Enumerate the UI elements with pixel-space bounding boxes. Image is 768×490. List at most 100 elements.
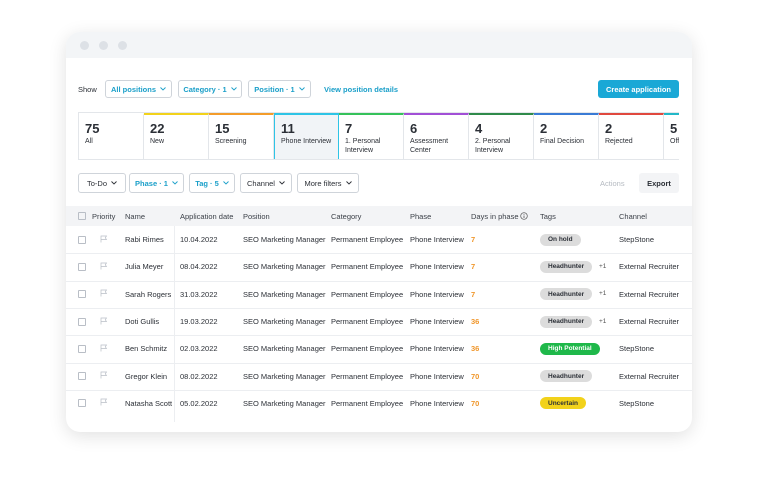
channel: External Recruiter xyxy=(619,317,680,326)
applicant-name[interactable]: Julia Meyer xyxy=(125,262,164,272)
chip-label: Category · 1 xyxy=(183,84,227,94)
select-all-checkbox[interactable] xyxy=(78,212,86,220)
phase-tab[interactable]: 7 1. Personal Interview xyxy=(339,113,404,159)
row-checkbox[interactable] xyxy=(78,262,86,271)
applicant-name[interactable]: Rabi Rimes xyxy=(125,235,164,245)
chip-label: To-Do xyxy=(86,178,107,188)
days-in-phase: 7 xyxy=(471,235,476,245)
tag-more: +1 xyxy=(599,262,607,270)
tag-more: +1 xyxy=(599,317,607,325)
days-in-phase: 7 xyxy=(471,289,476,299)
column-header: Days in phase xyxy=(471,212,519,221)
channel: StepStone xyxy=(619,235,655,245)
priority-flag[interactable] xyxy=(100,317,108,325)
application-date: 31.03.2022 xyxy=(180,289,218,299)
column-header: Name xyxy=(125,212,146,221)
actions-button[interactable]: Actions xyxy=(600,179,625,188)
tag-badge: Headhunter xyxy=(540,370,593,383)
app-window: Show View position details Create applic… xyxy=(66,32,692,432)
days-in-phase: 36 xyxy=(471,344,480,354)
application-date: 05.02.2022 xyxy=(180,398,218,408)
chevron xyxy=(172,181,178,185)
phase-label: Offer xyxy=(670,138,679,145)
filter-dropdown[interactable]: Category · 1 xyxy=(178,80,242,98)
phase-count: 15 xyxy=(215,121,230,136)
filter-dropdown[interactable]: Channel xyxy=(240,173,292,193)
phase-tab[interactable]: 22 New xyxy=(144,113,209,159)
row-checkbox[interactable] xyxy=(78,372,86,381)
priority-flag[interactable] xyxy=(100,262,108,270)
phase: Phone Interview xyxy=(410,289,464,299)
application-date: 02.03.2022 xyxy=(180,344,218,354)
row-checkbox[interactable] xyxy=(78,290,86,299)
phase-tab[interactable]: 11 Phone Interview xyxy=(274,113,339,159)
filter-dropdown[interactable]: To-Do xyxy=(78,173,126,193)
create-application-button[interactable]: Create application xyxy=(598,80,679,98)
filter-dropdown[interactable]: Phase · 1 xyxy=(129,173,184,193)
row-divider xyxy=(66,280,692,282)
window-dot xyxy=(118,41,127,50)
phase-tab[interactable]: 4 2. Personal Interview xyxy=(469,113,534,159)
applicant-name[interactable]: Sarah Rogers xyxy=(125,289,172,299)
chevron xyxy=(279,181,285,185)
priority-flag[interactable] xyxy=(100,371,108,379)
category: Permanent Employee xyxy=(331,289,404,299)
filter-dropdown[interactable]: Tag · 5 xyxy=(189,173,235,193)
column-header: Category xyxy=(331,212,362,221)
chip-label: Position · 1 xyxy=(254,84,295,94)
filter-dropdown[interactable]: All positions xyxy=(105,80,172,98)
phase-count: 75 xyxy=(85,121,100,136)
priority-flag[interactable] xyxy=(100,398,108,406)
tag-badge: Uncertain xyxy=(540,397,586,410)
phase-tab[interactable]: 2 Rejected xyxy=(599,113,664,159)
channel: StepStone xyxy=(619,344,655,354)
applicant-name[interactable]: Natasha Scott xyxy=(125,398,173,408)
phase-label: New xyxy=(150,138,165,145)
chevron xyxy=(222,181,229,185)
info-icon xyxy=(520,212,528,220)
phase-count: 6 xyxy=(410,121,418,136)
applicant-name[interactable]: Doti Gullis xyxy=(125,317,160,326)
row-checkbox[interactable] xyxy=(78,235,86,244)
phase-tab[interactable]: 75 All xyxy=(79,113,144,159)
row-checkbox[interactable] xyxy=(78,317,86,326)
phase-label: Assessment Center xyxy=(410,138,449,154)
applicant-name[interactable]: Gregor Klein xyxy=(125,371,168,381)
priority-flag[interactable] xyxy=(100,289,108,297)
phase: Phone Interview xyxy=(410,262,464,272)
phase-label: 1. Personal Interview xyxy=(345,138,381,154)
phase-tab[interactable]: 6 Assessment Center xyxy=(404,113,469,159)
filter-dropdown[interactable]: More filters xyxy=(297,173,359,193)
phase-tab[interactable]: 15 Screening xyxy=(209,113,274,159)
chip-label: Channel xyxy=(247,178,275,188)
phase-label: Phone Interview xyxy=(281,138,332,145)
applicant-name[interactable]: Ben Schmitz xyxy=(125,344,168,354)
export-button[interactable]: Export xyxy=(639,173,679,193)
chip-label: Phase · 1 xyxy=(135,178,168,188)
filter-dropdown[interactable]: Position · 1 xyxy=(248,80,311,98)
application-date: 10.04.2022 xyxy=(180,235,218,245)
row-checkbox[interactable] xyxy=(78,399,86,408)
phase-count: 22 xyxy=(150,121,165,136)
phase-tab[interactable]: 2 Final Decision xyxy=(534,113,599,159)
position: SEO Marketing Manager xyxy=(243,371,326,381)
application-date: 19.03.2022 xyxy=(180,317,218,326)
application-date: 08.02.2022 xyxy=(180,371,218,381)
column-divider xyxy=(174,226,175,422)
show-label: Show xyxy=(78,85,97,94)
priority-flag[interactable] xyxy=(100,344,108,352)
row-checkbox[interactable] xyxy=(78,344,86,353)
days-in-phase: 7 xyxy=(471,262,476,272)
chip-label: More filters xyxy=(304,178,342,188)
column-header: Priority xyxy=(92,212,116,221)
phase-tab[interactable]: 5 Offer xyxy=(664,113,679,159)
position: SEO Marketing Manager xyxy=(243,317,326,326)
position: SEO Marketing Manager xyxy=(243,289,326,299)
phase-count: 4 xyxy=(475,121,483,136)
phase-label: 2. Personal Interview xyxy=(475,138,511,154)
position-details-link[interactable]: View position details xyxy=(324,85,399,94)
phase-count: 11 xyxy=(281,121,295,136)
priority-flag[interactable] xyxy=(100,235,108,243)
column-header: Tags xyxy=(540,212,556,221)
